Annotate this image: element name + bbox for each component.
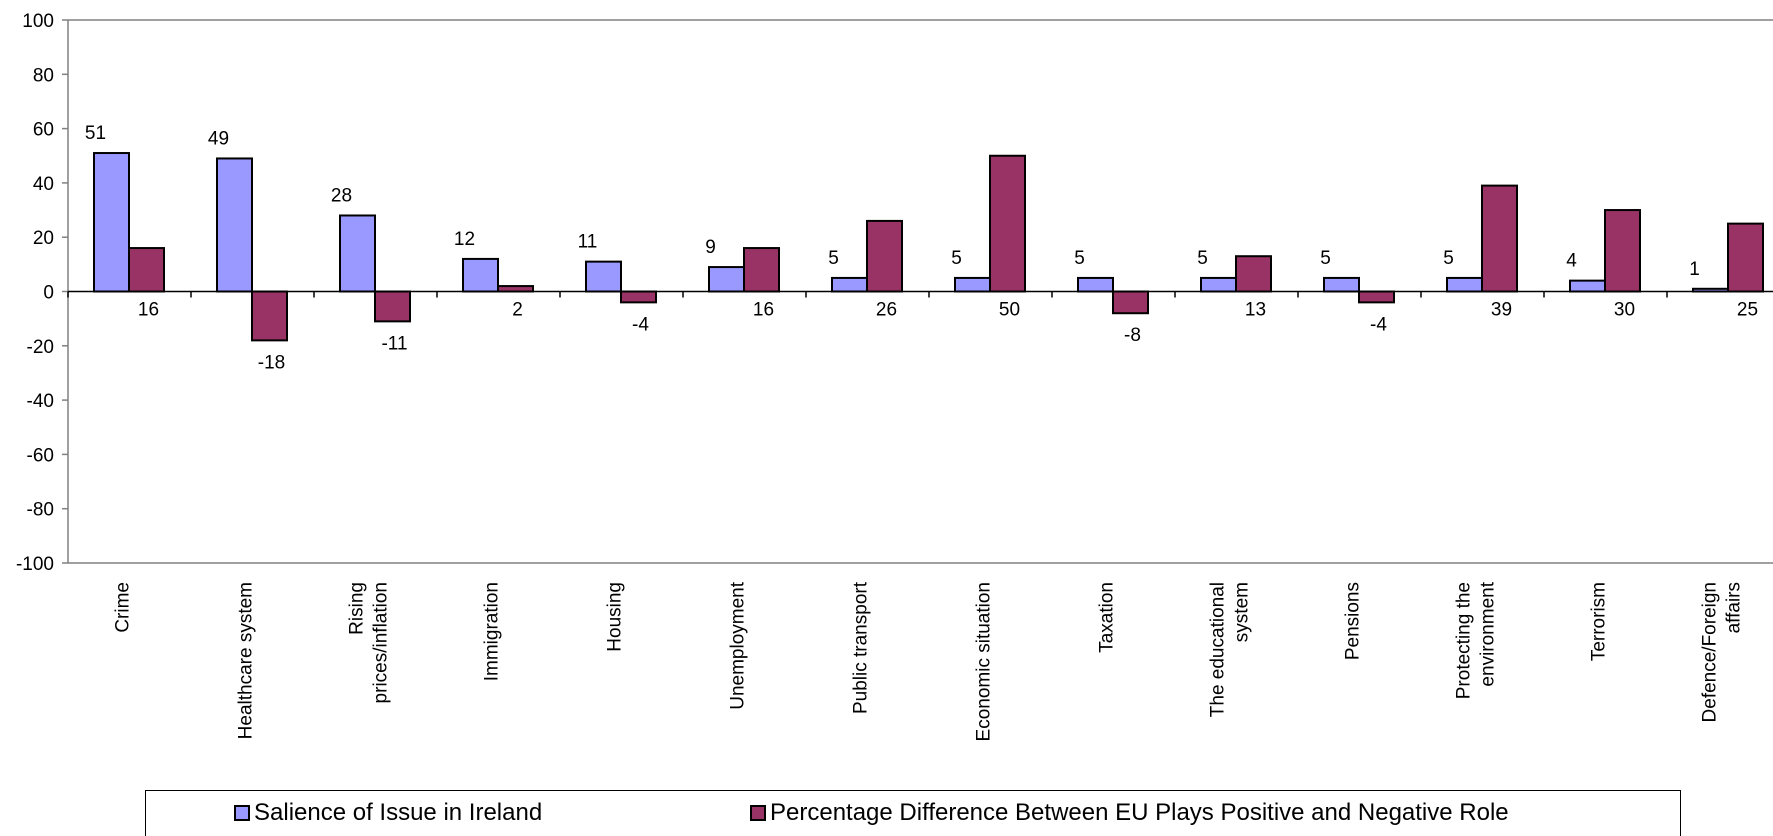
legend: Salience of Issue in Ireland Percentage … — [145, 790, 1681, 836]
x-category-label: Pensions — [1343, 582, 1364, 660]
data-label-salience: 11 — [578, 232, 598, 253]
y-tick-label: 0 — [43, 283, 54, 304]
data-label-salience: 5 — [951, 248, 962, 269]
data-label-eu-difference: 2 — [512, 300, 523, 321]
data-label-eu-difference: 16 — [138, 300, 159, 321]
bar-salience — [462, 257, 499, 293]
y-tick-label: -80 — [27, 500, 54, 521]
y-tick-label: 60 — [33, 120, 54, 141]
bar-salience — [585, 260, 622, 293]
bar-salience — [708, 266, 745, 293]
data-label-salience: 49 — [208, 128, 229, 149]
data-label-salience: 5 — [1197, 248, 1208, 269]
x-category-label: Public transport — [851, 581, 872, 714]
legend-swatch-salience — [234, 805, 250, 821]
data-label-eu-difference: 50 — [999, 300, 1020, 321]
bar-eu-difference — [497, 285, 534, 293]
bar-eu-difference — [1481, 184, 1518, 293]
data-label-eu-difference: -8 — [1124, 325, 1141, 346]
x-category-label: Taxation — [1097, 582, 1118, 653]
data-label-eu-difference: 16 — [753, 300, 774, 321]
bar-salience — [1446, 276, 1483, 293]
x-category-label: Rising prices/inflation — [347, 582, 392, 703]
legend-item-eu-difference: Percentage Difference Between EU Plays P… — [750, 799, 1509, 827]
x-category-label: Terrorism — [1589, 582, 1610, 661]
bar-salience — [339, 214, 376, 293]
data-label-eu-difference: -4 — [632, 314, 649, 335]
data-label-salience: 5 — [1320, 248, 1331, 269]
x-category-label: Economic situation — [974, 582, 995, 741]
y-tick-label: -20 — [27, 337, 54, 358]
bar-salience — [1200, 276, 1237, 293]
x-category-label: The educational system — [1208, 582, 1253, 717]
data-label-salience: 4 — [1566, 251, 1577, 272]
legend-label-salience: Salience of Issue in Ireland — [254, 799, 543, 826]
data-label-eu-difference: 30 — [1614, 300, 1635, 321]
y-tick-label: 80 — [33, 65, 54, 86]
bar-salience — [93, 152, 130, 293]
y-tick-label: -100 — [16, 554, 54, 575]
legend-swatch-eu-difference — [750, 805, 766, 821]
bar-eu-difference — [251, 290, 288, 342]
y-tick-label: 20 — [33, 228, 54, 249]
data-label-eu-difference: 39 — [1491, 300, 1512, 321]
data-label-eu-difference: 26 — [876, 300, 897, 321]
data-label-eu-difference: 25 — [1737, 300, 1758, 321]
bar-eu-difference — [374, 290, 411, 323]
x-category-label: Immigration — [482, 582, 503, 681]
x-category-label: Housing — [605, 582, 626, 652]
x-category-label: Healthcare system — [236, 582, 257, 739]
data-label-eu-difference: -4 — [1370, 314, 1387, 335]
data-label-eu-difference: 13 — [1245, 300, 1266, 321]
bar-eu-difference — [1358, 290, 1395, 304]
data-label-salience: 5 — [828, 248, 839, 269]
bar-eu-difference — [128, 247, 165, 293]
bar-salience — [216, 157, 253, 293]
y-tick-label: -60 — [27, 445, 54, 466]
bar-eu-difference — [989, 154, 1026, 293]
bar-salience — [954, 276, 991, 293]
bar-salience — [1569, 279, 1606, 293]
data-label-salience: 5 — [1074, 248, 1085, 269]
bar-salience — [1692, 287, 1729, 293]
data-label-salience: 9 — [705, 237, 716, 258]
y-tick-label: 100 — [22, 11, 54, 32]
x-category-label: Defence/Foreign affairs — [1700, 582, 1745, 722]
data-label-eu-difference: -11 — [381, 333, 407, 354]
legend-item-salience: Salience of Issue in Ireland — [234, 799, 542, 827]
bar-eu-difference — [1235, 255, 1272, 293]
y-tick-label: 40 — [33, 174, 54, 195]
data-label-eu-difference: -18 — [258, 352, 285, 373]
data-label-salience: 1 — [1689, 259, 1700, 280]
bar-eu-difference — [1727, 222, 1764, 293]
data-label-salience: 5 — [1443, 248, 1454, 269]
bar-salience — [1323, 276, 1360, 293]
bar-eu-difference — [1604, 209, 1641, 293]
x-category-label: Crime — [113, 582, 134, 633]
bar-eu-difference — [743, 247, 780, 293]
bar-salience — [1077, 276, 1114, 293]
bar-eu-difference — [1112, 290, 1149, 315]
data-label-salience: 51 — [85, 123, 106, 144]
x-category-label: Unemployment — [728, 581, 749, 709]
legend-label-eu-difference: Percentage Difference Between EU Plays P… — [770, 799, 1509, 826]
y-tick-label: -40 — [27, 391, 54, 412]
data-label-salience: 28 — [331, 185, 352, 206]
x-category-label: Protecting the environment — [1454, 581, 1499, 699]
bar-salience — [831, 276, 868, 293]
bar-eu-difference — [866, 219, 903, 293]
data-label-salience: 12 — [454, 229, 475, 250]
bar-eu-difference — [620, 290, 657, 304]
